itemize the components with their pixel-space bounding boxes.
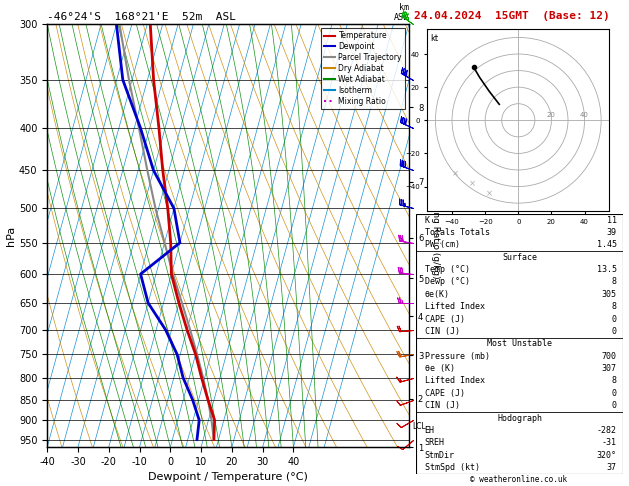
Text: θe(K): θe(K) [425, 290, 450, 299]
Text: 307: 307 [601, 364, 616, 373]
Y-axis label: Mixing Ratio (g/kg): Mixing Ratio (g/kg) [431, 193, 440, 278]
Text: kt: kt [430, 34, 438, 43]
Text: -31: -31 [601, 438, 616, 448]
Text: 8: 8 [611, 377, 616, 385]
Text: 8: 8 [611, 278, 616, 286]
Text: 0: 0 [611, 401, 616, 410]
Text: Lifted Index: Lifted Index [425, 377, 485, 385]
Text: 305: 305 [601, 290, 616, 299]
Text: CAPE (J): CAPE (J) [425, 314, 465, 324]
Text: CAPE (J): CAPE (J) [425, 389, 465, 398]
Text: 13.5: 13.5 [596, 265, 616, 274]
Text: 39: 39 [606, 228, 616, 237]
Text: StmSpd (kt): StmSpd (kt) [425, 463, 480, 472]
Text: -282: -282 [596, 426, 616, 435]
Text: 8: 8 [611, 302, 616, 311]
Text: 1.45: 1.45 [596, 240, 616, 249]
Text: Temp (°C): Temp (°C) [425, 265, 470, 274]
Text: SREH: SREH [425, 438, 445, 448]
Text: 24.04.2024  15GMT  (Base: 12): 24.04.2024 15GMT (Base: 12) [414, 11, 610, 21]
Text: Totals Totals: Totals Totals [425, 228, 489, 237]
Text: $\times$: $\times$ [452, 169, 459, 178]
Text: θe (K): θe (K) [425, 364, 455, 373]
Text: 37: 37 [606, 463, 616, 472]
Text: Surface: Surface [502, 253, 537, 261]
Text: 0: 0 [611, 314, 616, 324]
Text: CIN (J): CIN (J) [425, 327, 460, 336]
Text: Lifted Index: Lifted Index [425, 302, 485, 311]
Legend: Temperature, Dewpoint, Parcel Trajectory, Dry Adiabat, Wet Adiabat, Isotherm, Mi: Temperature, Dewpoint, Parcel Trajectory… [321, 28, 405, 109]
Text: Hodograph: Hodograph [497, 414, 542, 423]
Text: $\times$: $\times$ [468, 178, 476, 188]
Text: 40: 40 [580, 112, 589, 118]
Text: K: K [425, 215, 430, 225]
Text: EH: EH [425, 426, 435, 435]
Text: LCL: LCL [413, 422, 426, 431]
Text: Pressure (mb): Pressure (mb) [425, 352, 489, 361]
Text: -46°24'S  168°21'E  52m  ASL: -46°24'S 168°21'E 52m ASL [47, 12, 236, 22]
X-axis label: Dewpoint / Temperature (°C): Dewpoint / Temperature (°C) [148, 472, 308, 483]
Text: 0: 0 [611, 327, 616, 336]
Text: © weatheronline.co.uk: © weatheronline.co.uk [470, 474, 567, 484]
Text: $\times$: $\times$ [484, 189, 493, 198]
Text: 11: 11 [606, 215, 616, 225]
Text: km
ASL: km ASL [394, 3, 409, 22]
Text: Most Unstable: Most Unstable [487, 339, 552, 348]
Text: Dewp (°C): Dewp (°C) [425, 278, 470, 286]
Text: StmDir: StmDir [425, 451, 455, 460]
Text: PW (cm): PW (cm) [425, 240, 460, 249]
Text: 700: 700 [601, 352, 616, 361]
Text: 0: 0 [611, 389, 616, 398]
Text: 320°: 320° [596, 451, 616, 460]
Text: 20: 20 [547, 112, 556, 118]
Y-axis label: hPa: hPa [6, 226, 16, 246]
Text: CIN (J): CIN (J) [425, 401, 460, 410]
